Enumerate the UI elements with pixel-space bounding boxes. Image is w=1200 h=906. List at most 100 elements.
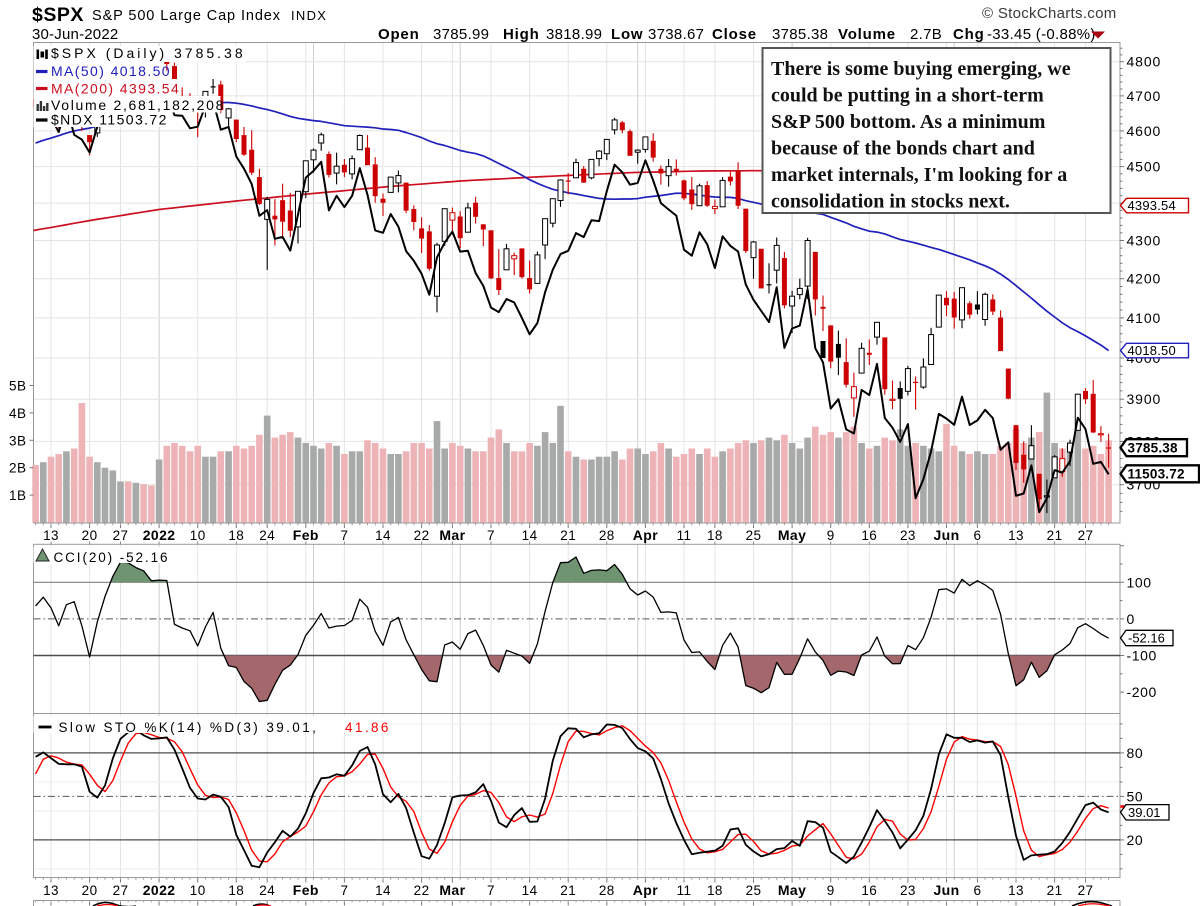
svg-text:Apr: Apr <box>633 527 658 543</box>
svg-text:MA(200) 4393.54: MA(200) 4393.54 <box>51 81 180 97</box>
svg-text:21: 21 <box>560 528 576 543</box>
svg-text:4200: 4200 <box>1127 271 1162 287</box>
svg-text:39.01: 39.01 <box>1128 805 1161 820</box>
svg-text:3B: 3B <box>9 433 27 448</box>
svg-text:11: 11 <box>677 883 692 898</box>
svg-text:consolidation in stocks next.: consolidation in stocks next. <box>771 191 1010 213</box>
svg-text:11503.72: 11503.72 <box>1128 467 1185 482</box>
svg-text:28: 28 <box>599 528 615 543</box>
svg-text:INDX: INDX <box>291 8 327 23</box>
svg-text:-52.16: -52.16 <box>1128 631 1165 646</box>
svg-text:21: 21 <box>560 883 576 898</box>
svg-text:S&P 500 bottom. As a minimum: S&P 500 bottom. As a minimum <box>771 111 1046 133</box>
svg-text:25: 25 <box>746 528 762 543</box>
svg-text:21: 21 <box>1047 528 1063 543</box>
svg-text:20: 20 <box>82 883 98 898</box>
svg-text:Mar: Mar <box>439 882 465 898</box>
svg-text:May: May <box>778 882 806 898</box>
svg-text:13: 13 <box>1008 528 1024 543</box>
svg-text:market internals, I'm looking: market internals, I'm looking for a <box>771 164 1067 186</box>
svg-text:$SPX (Daily) 3785.38: $SPX (Daily) 3785.38 <box>51 45 246 61</box>
svg-text:6: 6 <box>973 883 981 898</box>
svg-text:Jun: Jun <box>933 527 959 543</box>
svg-text:27: 27 <box>1078 883 1094 898</box>
svg-text:18: 18 <box>707 528 723 543</box>
svg-text:Volume: Volume <box>838 26 896 43</box>
svg-text:16: 16 <box>861 528 877 543</box>
svg-text:4500: 4500 <box>1127 159 1162 175</box>
svg-text:21: 21 <box>1047 883 1063 898</box>
svg-text:1B: 1B <box>9 488 27 503</box>
svg-text:High: High <box>503 26 540 43</box>
svg-text:0: 0 <box>1127 611 1135 627</box>
svg-text:-200: -200 <box>1127 684 1157 700</box>
svg-text:Chg: Chg <box>953 26 985 43</box>
svg-text:10: 10 <box>190 883 206 898</box>
svg-text:4B: 4B <box>9 406 27 421</box>
svg-text:May: May <box>778 527 806 543</box>
svg-text:27: 27 <box>113 528 129 543</box>
svg-text:4018.50: 4018.50 <box>1128 343 1176 358</box>
svg-text:7: 7 <box>340 528 348 543</box>
svg-text:9: 9 <box>827 528 835 543</box>
svg-text:Feb: Feb <box>293 527 319 543</box>
svg-text:2.7B: 2.7B <box>910 26 942 43</box>
svg-text:4300: 4300 <box>1127 233 1162 249</box>
svg-text:28: 28 <box>599 883 615 898</box>
svg-text:7: 7 <box>487 883 495 898</box>
svg-text:-33.45 (-0.88%): -33.45 (-0.88%) <box>987 26 1096 43</box>
svg-text:80: 80 <box>1127 745 1144 761</box>
svg-text:CCI(20) -52.16: CCI(20) -52.16 <box>54 550 170 565</box>
svg-text:S&P 500 Large Cap Index: S&P 500 Large Cap Index <box>92 8 281 24</box>
svg-text:4100: 4100 <box>1127 310 1162 326</box>
svg-text:10: 10 <box>190 528 206 543</box>
svg-text:There is some buying emerging,: There is some buying emerging, we <box>771 58 1071 80</box>
svg-text:23: 23 <box>900 883 916 898</box>
svg-text:22: 22 <box>414 528 430 543</box>
svg-text:-100: -100 <box>1127 648 1157 664</box>
svg-text:20: 20 <box>82 528 98 543</box>
svg-text:Jun: Jun <box>933 882 959 898</box>
svg-text:2022: 2022 <box>143 527 176 543</box>
svg-text:2022: 2022 <box>143 882 176 898</box>
svg-text:Close: Close <box>712 26 757 43</box>
svg-text:16: 16 <box>861 883 877 898</box>
svg-text:9: 9 <box>827 883 835 898</box>
svg-text:100: 100 <box>1127 574 1152 590</box>
svg-text:14: 14 <box>375 883 391 898</box>
svg-text:2B: 2B <box>9 461 27 476</box>
svg-text:Volume 2,681,182,208: Volume 2,681,182,208 <box>51 97 225 113</box>
svg-text:© StockCharts.com: © StockCharts.com <box>982 5 1117 22</box>
svg-text:24: 24 <box>259 883 275 898</box>
svg-text:6: 6 <box>973 528 981 543</box>
svg-text:MA(50) 4018.50: MA(50) 4018.50 <box>51 63 171 79</box>
svg-text:5B: 5B <box>9 379 27 394</box>
svg-text:$SPX: $SPX <box>32 4 84 26</box>
svg-text:3785.38: 3785.38 <box>772 26 828 43</box>
svg-text:3900: 3900 <box>1127 391 1162 407</box>
svg-text:Low: Low <box>611 26 643 43</box>
svg-text:7: 7 <box>340 883 348 898</box>
svg-text:13: 13 <box>1008 883 1024 898</box>
svg-text:4393.54: 4393.54 <box>1128 198 1176 213</box>
svg-text:23: 23 <box>900 528 916 543</box>
svg-text:4800: 4800 <box>1127 54 1162 70</box>
svg-text:Mar: Mar <box>439 527 465 543</box>
svg-text:27: 27 <box>113 883 129 898</box>
svg-text:13: 13 <box>43 528 59 543</box>
svg-text:27: 27 <box>1078 528 1094 543</box>
svg-text:24: 24 <box>259 528 275 543</box>
svg-text:could be putting in a short-te: could be putting in a short-term <box>771 85 1044 107</box>
svg-text:50: 50 <box>1127 788 1144 804</box>
svg-text:22: 22 <box>414 883 430 898</box>
svg-text:14: 14 <box>375 528 391 543</box>
svg-text:20: 20 <box>1127 832 1144 848</box>
svg-text:18: 18 <box>707 883 723 898</box>
svg-text:3785.99: 3785.99 <box>433 26 489 43</box>
svg-text:7: 7 <box>487 528 495 543</box>
svg-text:18: 18 <box>228 528 244 543</box>
svg-text:Apr: Apr <box>633 882 658 898</box>
svg-text:Open: Open <box>378 26 420 43</box>
svg-text:14: 14 <box>522 883 538 898</box>
svg-text:14: 14 <box>522 528 538 543</box>
